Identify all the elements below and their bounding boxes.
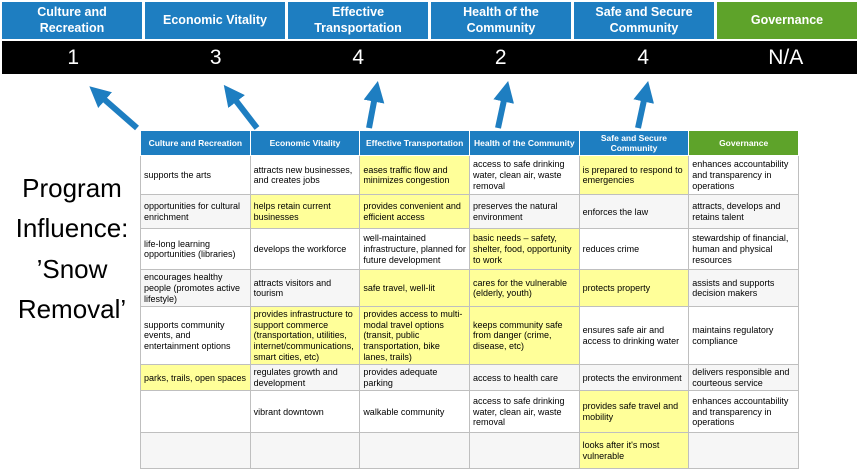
table-row: supports the arts attracts new businesses… [140, 155, 799, 196]
column-header: Effective Transportation [359, 129, 470, 157]
scoreboard-labels: Culture and Recreation Economic Vitality E… [2, 2, 857, 39]
table-cell: supports the arts [140, 155, 251, 196]
table-cell: looks after it's most vulnerable [578, 432, 690, 469]
table-cell: assists and supports decision makers [688, 269, 799, 308]
scoreboard-score: 4 [637, 45, 650, 69]
table-cell: life-long learning opportunities (librar… [140, 228, 251, 271]
table-cell: maintains regulatory compliance [688, 306, 799, 366]
table-cell: enforces the law [578, 194, 690, 230]
table-row: supports community events, and entertain… [140, 306, 799, 366]
table-cell [468, 432, 580, 469]
table-cell: access to health care [468, 364, 580, 392]
table-row: looks after it's most vulnerable [140, 432, 799, 469]
table-cell: walkable community [359, 390, 470, 434]
table-cell: provides access to multi-modal travel op… [359, 306, 470, 366]
table-cell: develops the workforce [249, 228, 361, 271]
table-cell: supports community events, and entertain… [140, 306, 251, 366]
table-cell: access to safe drinking water, clean air… [468, 155, 580, 196]
table-row: vibrant downtown walkable community access… [140, 390, 799, 434]
table-cell: delivers responsible and courteous servi… [688, 364, 799, 392]
column-header: Culture and Recreation [140, 129, 251, 157]
table-row: parks, trails, open spaces regulates grow… [140, 364, 799, 392]
table-cell: attracts new businesses, and creates job… [249, 155, 361, 196]
table-cell: basic needs – safety, shelter, food, opp… [468, 228, 580, 271]
table-cell: attracts, develops and retains talent [688, 194, 799, 230]
page-title: Program Influence: ’Snow Removal’ [15, 173, 129, 324]
table-row: encourages healthy people (promotes acti… [140, 269, 799, 308]
table-cell: vibrant downtown [249, 390, 361, 434]
column-header: Safe and Secure Community [578, 129, 690, 157]
table-cell [140, 432, 251, 469]
influence-table: Culture and Recreation Economic Vitality E… [140, 129, 799, 469]
scoreboard-label: Economic Vitality [145, 2, 285, 39]
table-body: supports the arts attracts new businesses… [140, 155, 799, 469]
table-cell: opportunities for cultural enrichment [140, 194, 251, 230]
table-cell: is prepared to respond to emergencies [578, 155, 690, 196]
table-cell: access to safe drinking water, clean air… [468, 390, 580, 434]
table-cell: cares for the vulnerable (elderly, youth… [468, 269, 580, 308]
column-header: Governance [688, 129, 799, 157]
table-cell: encourages healthy people (promotes acti… [140, 269, 251, 308]
table-cell: provides adequate parking [359, 364, 470, 392]
table-cell: attracts visitors and tourism [249, 269, 361, 308]
table-cell [688, 432, 799, 469]
scoreboard-score: N/A [768, 45, 804, 69]
table-cell: protects property [578, 269, 690, 308]
table-row: opportunities for cultural enrichment hel… [140, 194, 799, 230]
scoreboard-label: Safe and Secure Community [574, 2, 714, 39]
up-arrow-icon [223, 84, 260, 130]
table-row: life-long learning opportunities (librar… [140, 228, 799, 271]
table-cell: regulates growth and development [249, 364, 361, 392]
table-cell: enhances accountability and transparency… [688, 390, 799, 434]
table-cell: keeps community safe from danger (crime,… [468, 306, 580, 366]
table-cell: provides safe travel and mobility [578, 390, 690, 434]
table-cell: reduces crime [578, 228, 690, 271]
column-header: Economic Vitality [249, 129, 361, 157]
table-cell: ensures safe air and access to drinking … [578, 306, 690, 366]
table-cell: parks, trails, open spaces [140, 364, 251, 392]
table-cell [359, 432, 470, 469]
influence-arrows [89, 80, 654, 131]
scoreboard-score: 3 [209, 45, 222, 69]
scoreboard-score: 1 [67, 45, 80, 69]
scoreboard-label: Culture and Recreation [2, 2, 142, 39]
table-cell: stewardship of financial, human and phys… [688, 228, 799, 271]
table-cell: provides infrastructure to support comme… [249, 306, 361, 366]
up-arrow-icon [493, 81, 514, 129]
table-cell [249, 432, 361, 469]
scoreboard-scores: 1 3 4 2 4 N/A [2, 41, 857, 74]
table-cell: preserves the natural environment [468, 194, 580, 230]
table-cell: well-maintained infrastructure, planned … [359, 228, 470, 271]
scoreboard-label: Health of the Community [431, 2, 571, 39]
scoreboard-label: Effective Transportation [288, 2, 428, 39]
up-arrow-icon [363, 80, 385, 129]
up-arrow-icon [89, 86, 139, 131]
scoreboard-score: 2 [494, 45, 507, 69]
table-cell: helps retain current businesses [249, 194, 361, 230]
table-cell: provides convenient and efficient access [359, 194, 470, 230]
scoreboard-score: 4 [352, 45, 365, 69]
table-cell: safe travel, well-lit [359, 269, 470, 308]
table-cell: eases traffic flow and minimizes congest… [359, 155, 470, 196]
up-arrow-icon [633, 81, 654, 129]
table-cell: enhances accountability and transparency… [688, 155, 799, 196]
table-cell: protects the environment [578, 364, 690, 392]
table-cell [140, 390, 251, 434]
scoreboard-label: Governance [717, 2, 857, 39]
column-header: Health of the Community [468, 129, 580, 157]
table-header-row: Culture and Recreation Economic Vitality E… [140, 129, 799, 157]
